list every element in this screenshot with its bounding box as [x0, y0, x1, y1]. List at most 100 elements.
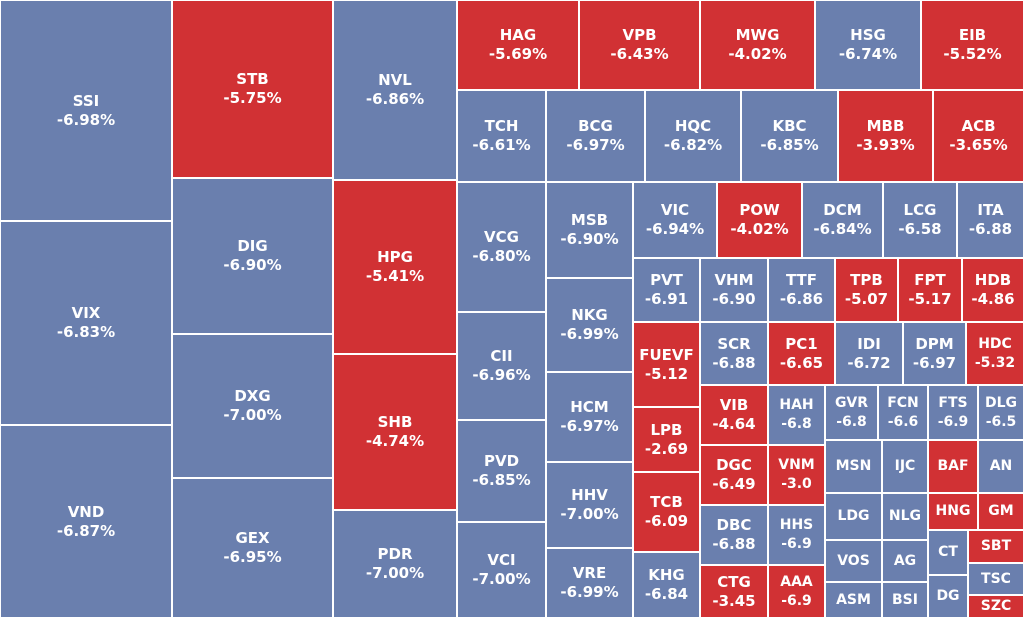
ticker: DXG — [234, 387, 271, 405]
stock-tile[interactable]: VIX -6.83% — [0, 221, 172, 425]
stock-tile[interactable]: FTS -6.9 — [928, 385, 978, 440]
change: -6.8 — [836, 413, 867, 430]
stock-tile[interactable]: IJC — [882, 440, 928, 493]
ticker: STB — [236, 70, 269, 88]
stock-tile[interactable]: PDR -7.00% — [333, 510, 457, 618]
stock-tile[interactable]: SSI -6.98% — [0, 0, 172, 221]
stock-tile[interactable]: HAH -6.8 — [768, 385, 825, 445]
stock-tile[interactable]: FPT -5.17 — [898, 258, 962, 322]
stock-tile[interactable]: AG — [882, 540, 928, 582]
stock-tile[interactable]: HAG -5.69% — [457, 0, 579, 90]
stock-tile[interactable]: EIB -5.52% — [921, 0, 1024, 90]
stock-tile[interactable]: DCM -6.84% — [802, 182, 883, 258]
stock-tile[interactable]: DPM -6.97 — [903, 322, 966, 385]
change: -4.02% — [728, 45, 787, 63]
stock-tile[interactable]: ASM — [825, 582, 882, 618]
stock-tile[interactable]: PC1 -6.65 — [768, 322, 835, 385]
stock-tile[interactable]: PVT -6.91 — [633, 258, 700, 322]
stock-tile[interactable]: MSB -6.90% — [546, 182, 633, 278]
change: -6.65 — [779, 353, 824, 372]
change: -6.95% — [223, 548, 282, 566]
change: -6.61% — [472, 136, 531, 154]
change: -6.5 — [985, 413, 1017, 430]
stock-tile[interactable]: VNM -3.0 — [768, 445, 825, 505]
stock-tile[interactable]: HPG -5.41% — [333, 180, 457, 354]
change: -6.9 — [937, 413, 969, 430]
change: -3.65% — [949, 136, 1008, 154]
stock-tile[interactable]: TCH -6.61% — [457, 90, 546, 182]
stock-tile[interactable]: VCG -6.80% — [457, 182, 546, 312]
stock-tile[interactable]: SHB -4.74% — [333, 354, 457, 510]
stock-tile[interactable]: HSG -6.74% — [815, 0, 921, 90]
stock-tile[interactable]: GVR -6.8 — [825, 385, 878, 440]
stock-tile[interactable]: VCI -7.00% — [457, 522, 546, 618]
stock-tile[interactable]: MSN — [825, 440, 882, 493]
stock-tile[interactable]: IDI -6.72 — [835, 322, 903, 385]
stock-tile[interactable]: KHG -6.84 — [633, 552, 700, 618]
stock-tile[interactable]: NVL -6.86% — [333, 0, 457, 180]
ticker: BCG — [578, 117, 613, 135]
stock-tile[interactable]: HCM -6.97% — [546, 372, 633, 462]
stock-tile[interactable]: TCB -6.09 — [633, 472, 700, 552]
stock-tile[interactable]: VHM -6.90 — [700, 258, 768, 322]
stock-tile[interactable]: DG — [928, 575, 968, 618]
change: -3.45 — [712, 591, 756, 610]
stock-tile[interactable]: AN — [978, 440, 1024, 493]
stock-tile[interactable]: TPB -5.07 — [835, 258, 898, 322]
stock-tile[interactable]: KBC -6.85% — [741, 90, 838, 182]
stock-tile[interactable]: AAA -6.9 — [768, 565, 825, 618]
stock-tile[interactable]: SCR -6.88 — [700, 322, 768, 385]
change: -6.80% — [472, 247, 531, 265]
stock-tile[interactable]: MBB -3.93% — [838, 90, 933, 182]
stock-tile[interactable]: TSC — [968, 563, 1024, 595]
stock-tile[interactable]: HNG — [928, 493, 978, 530]
stock-tile[interactable]: LCG -6.58 — [883, 182, 957, 258]
stock-tile[interactable]: HHV -7.00% — [546, 462, 633, 548]
ticker: CII — [490, 347, 513, 365]
stock-tile[interactable]: CT — [928, 530, 968, 575]
stock-tile[interactable]: SZC — [968, 595, 1024, 618]
stock-tile[interactable]: VRE -6.99% — [546, 548, 633, 618]
change: -5.75% — [223, 89, 282, 107]
ticker: VIX — [71, 304, 101, 322]
stock-tile[interactable]: DBC -6.88 — [700, 505, 768, 565]
stock-tile[interactable]: DXG -7.00% — [172, 334, 333, 478]
stock-tile[interactable]: VPB -6.43% — [579, 0, 700, 90]
change: -7.00% — [472, 570, 531, 588]
stock-tile[interactable]: LDG — [825, 493, 882, 540]
stock-tile[interactable]: POW -4.02% — [717, 182, 802, 258]
stock-tile[interactable]: NLG — [882, 493, 928, 540]
stock-tile[interactable]: FCN -6.6 — [878, 385, 928, 440]
stock-tile[interactable]: VOS — [825, 540, 882, 582]
stock-tile[interactable]: BCG -6.97% — [546, 90, 645, 182]
stock-tile[interactable]: DLG -6.5 — [978, 385, 1024, 440]
stock-tile[interactable]: VIC -6.94% — [633, 182, 717, 258]
stock-tile[interactable]: MWG -4.02% — [700, 0, 815, 90]
stock-tile[interactable]: LPB -2.69 — [633, 407, 700, 472]
stock-tile[interactable]: GEX -6.95% — [172, 478, 333, 618]
stock-tile[interactable]: BAF — [928, 440, 978, 493]
stock-tile[interactable]: HDC -5.32 — [966, 322, 1024, 385]
ticker: HCM — [570, 398, 609, 416]
stock-tile[interactable]: FUEVF -5.12 — [633, 322, 700, 407]
stock-tile[interactable]: SBT — [968, 530, 1024, 563]
stock-tile[interactable]: HDB -4.86 — [962, 258, 1024, 322]
stock-tile[interactable]: VND -6.87% — [0, 425, 172, 618]
stock-tile[interactable]: ACB -3.65% — [933, 90, 1024, 182]
stock-tile[interactable]: NKG -6.99% — [546, 278, 633, 372]
stock-tile[interactable]: GM — [978, 493, 1024, 530]
stock-tile[interactable]: CII -6.96% — [457, 312, 546, 420]
change: -6.97% — [560, 417, 619, 435]
stock-tile[interactable]: DIG -6.90% — [172, 178, 333, 334]
stock-tile[interactable]: BSI — [882, 582, 928, 618]
stock-tile[interactable]: ITA -6.88 — [957, 182, 1024, 258]
stock-tile[interactable]: VIB -4.64 — [700, 385, 768, 445]
change: -3.0 — [781, 476, 812, 492]
stock-tile[interactable]: HHS -6.9 — [768, 505, 825, 565]
stock-tile[interactable]: PVD -6.85% — [457, 420, 546, 522]
stock-tile[interactable]: HQC -6.82% — [645, 90, 741, 182]
stock-tile[interactable]: TTF -6.86 — [768, 258, 835, 322]
stock-tile[interactable]: CTG -3.45 — [700, 565, 768, 618]
stock-tile[interactable]: STB -5.75% — [172, 0, 333, 178]
stock-tile[interactable]: DGC -6.49 — [700, 445, 768, 505]
